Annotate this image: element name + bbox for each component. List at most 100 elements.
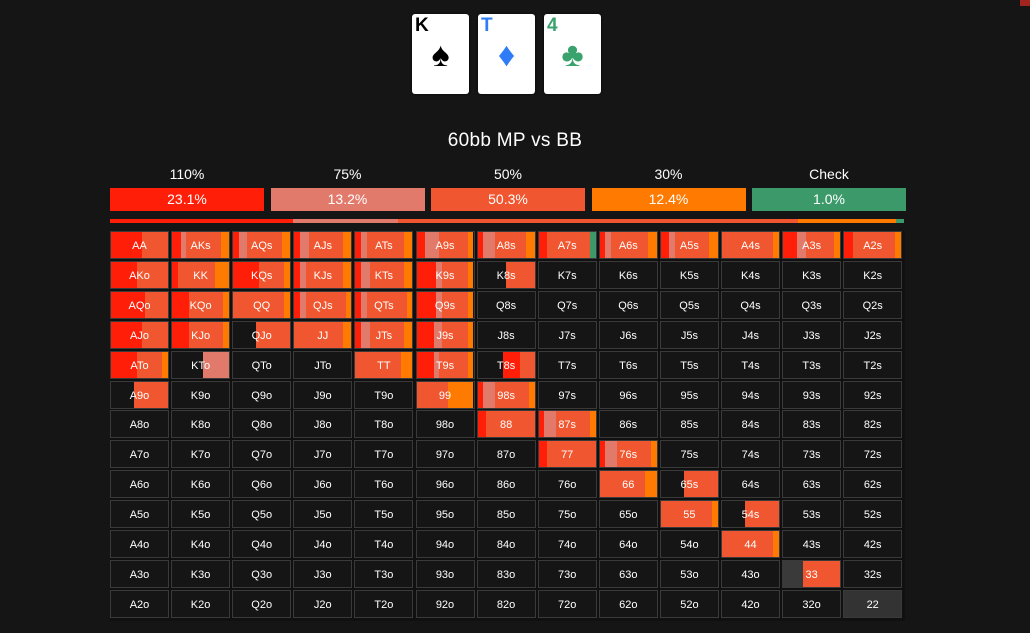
hand-cell[interactable]: 66 — [598, 470, 658, 499]
hand-cell[interactable]: Q4o — [232, 530, 292, 558]
hand-cell[interactable]: Q6s — [598, 290, 658, 319]
hand-cell[interactable]: 84s — [721, 410, 780, 439]
action-bet-50[interactable]: 50% 50.3% — [431, 166, 585, 212]
hand-cell[interactable]: 65o — [598, 500, 658, 529]
hand-cell[interactable]: J8o — [293, 410, 353, 439]
hand-cell[interactable]: K3o — [171, 559, 231, 588]
hand-cell[interactable]: J6s — [598, 320, 658, 349]
hand-cell[interactable]: J9s — [415, 320, 475, 349]
hand-cell[interactable]: 42o — [721, 589, 780, 618]
hand-cell[interactable]: AJo — [110, 320, 169, 349]
hand-cell[interactable]: T6o — [354, 470, 414, 499]
hand-cell[interactable]: Q5s — [659, 290, 719, 319]
hand-cell[interactable]: K6s — [598, 260, 658, 289]
hand-cell[interactable]: 98s — [476, 380, 536, 409]
hand-cell[interactable]: 93s — [782, 380, 842, 409]
hand-cell[interactable]: QJs — [293, 290, 353, 319]
hand-cell[interactable]: J7o — [293, 440, 353, 469]
hand-cell[interactable]: 22 — [843, 589, 903, 618]
hand-cell[interactable]: A9s — [415, 231, 475, 259]
hand-cell[interactable]: 65s — [659, 470, 719, 499]
hand-cell[interactable]: 53s — [782, 500, 842, 529]
hand-cell[interactable]: A8s — [476, 231, 536, 259]
action-bet-75[interactable]: 75% 13.2% — [270, 166, 425, 212]
hand-cell[interactable]: 62o — [598, 589, 658, 618]
hand-cell[interactable]: 54o — [659, 530, 719, 558]
hand-cell[interactable]: 85o — [476, 500, 536, 529]
hand-cell[interactable]: J4o — [293, 530, 353, 558]
hand-cell[interactable]: JJ — [293, 320, 353, 349]
hand-cell[interactable]: K3s — [782, 260, 842, 289]
hand-cell[interactable]: KQs — [232, 260, 292, 289]
hand-cell[interactable]: 77 — [537, 440, 597, 469]
hand-cell[interactable]: T2o — [354, 589, 414, 618]
hand-cell[interactable]: T4o — [354, 530, 414, 558]
hand-cell[interactable]: 43o — [721, 559, 780, 588]
hand-cell[interactable]: A2s — [843, 231, 903, 259]
action-bet-110[interactable]: 110% 23.1% — [110, 166, 264, 212]
hand-cell[interactable]: K9s — [415, 260, 475, 289]
hand-cell[interactable]: J6o — [293, 470, 353, 499]
hand-cell[interactable]: T7s — [537, 350, 597, 379]
hand-cell[interactable]: 95o — [415, 500, 475, 529]
hand-cell[interactable]: AQs — [232, 231, 292, 259]
hand-cell[interactable]: Q7o — [232, 440, 292, 469]
hand-cell[interactable]: A9o — [110, 380, 169, 409]
hand-cell[interactable]: A3s — [782, 231, 842, 259]
hand-cell[interactable]: Q8s — [476, 290, 536, 319]
hand-cell[interactable]: 72o — [537, 589, 597, 618]
hand-cell[interactable]: 83s — [782, 410, 842, 439]
hand-cell[interactable]: 73s — [782, 440, 842, 469]
hand-cell[interactable]: 85s — [659, 410, 719, 439]
hand-cell[interactable]: 32s — [843, 559, 903, 588]
hand-cell[interactable]: 94s — [721, 380, 780, 409]
hand-cell[interactable]: J4s — [721, 320, 780, 349]
hand-cell[interactable]: 75o — [537, 500, 597, 529]
hand-cell[interactable]: 52s — [843, 500, 903, 529]
hand-cell[interactable]: 55 — [659, 500, 719, 529]
hand-cell[interactable]: 32o — [782, 589, 842, 618]
hand-cell[interactable]: K8o — [171, 410, 231, 439]
hand-cell[interactable]: 64s — [721, 470, 780, 499]
hand-cell[interactable]: 54s — [721, 500, 780, 529]
hand-cell[interactable]: Q2s — [843, 290, 903, 319]
hand-cell[interactable]: 94o — [415, 530, 475, 558]
hand-cell[interactable]: ATo — [110, 350, 169, 379]
hand-cell[interactable]: K4s — [721, 260, 780, 289]
hand-cell[interactable]: A6o — [110, 470, 169, 499]
hand-cell[interactable]: K2o — [171, 589, 231, 618]
hand-cell[interactable]: KQo — [171, 290, 231, 319]
hand-cell[interactable]: J5s — [659, 320, 719, 349]
hand-cell[interactable]: J2o — [293, 589, 353, 618]
action-bet-30[interactable]: 30% 12.4% — [591, 166, 746, 212]
hand-cell[interactable]: J5o — [293, 500, 353, 529]
hand-cell[interactable]: T8s — [476, 350, 536, 379]
hand-cell[interactable]: 86s — [598, 410, 658, 439]
hand-cell[interactable]: JTo — [293, 350, 353, 379]
hand-cell[interactable]: 74o — [537, 530, 597, 558]
hand-cell[interactable]: 92o — [415, 589, 475, 618]
hand-cell[interactable]: 96o — [415, 470, 475, 499]
hand-cell[interactable]: KK — [171, 260, 231, 289]
hand-cell[interactable]: 73o — [537, 559, 597, 588]
hand-cell[interactable]: KJs — [293, 260, 353, 289]
hand-cell[interactable]: K7o — [171, 440, 231, 469]
hand-cell[interactable]: J7s — [537, 320, 597, 349]
hand-cell[interactable]: T2s — [843, 350, 903, 379]
hand-cell[interactable]: Q9s — [415, 290, 475, 319]
hand-cell[interactable]: Q9o — [232, 380, 292, 409]
hand-cell[interactable]: JTs — [354, 320, 414, 349]
hand-cell[interactable]: 76s — [598, 440, 658, 469]
hand-cell[interactable]: 87s — [537, 410, 597, 439]
hand-cell[interactable]: KJo — [171, 320, 231, 349]
hand-cell[interactable]: 62s — [843, 470, 903, 499]
hand-cell[interactable]: 95s — [659, 380, 719, 409]
hand-cell[interactable]: 42s — [843, 530, 903, 558]
hand-cell[interactable]: 75s — [659, 440, 719, 469]
hand-cell[interactable]: J3o — [293, 559, 353, 588]
hand-cell[interactable]: 52o — [659, 589, 719, 618]
hand-cell[interactable]: T9s — [415, 350, 475, 379]
hand-cell[interactable]: 72s — [843, 440, 903, 469]
hand-cell[interactable]: 82s — [843, 410, 903, 439]
hand-cell[interactable]: 84o — [476, 530, 536, 558]
